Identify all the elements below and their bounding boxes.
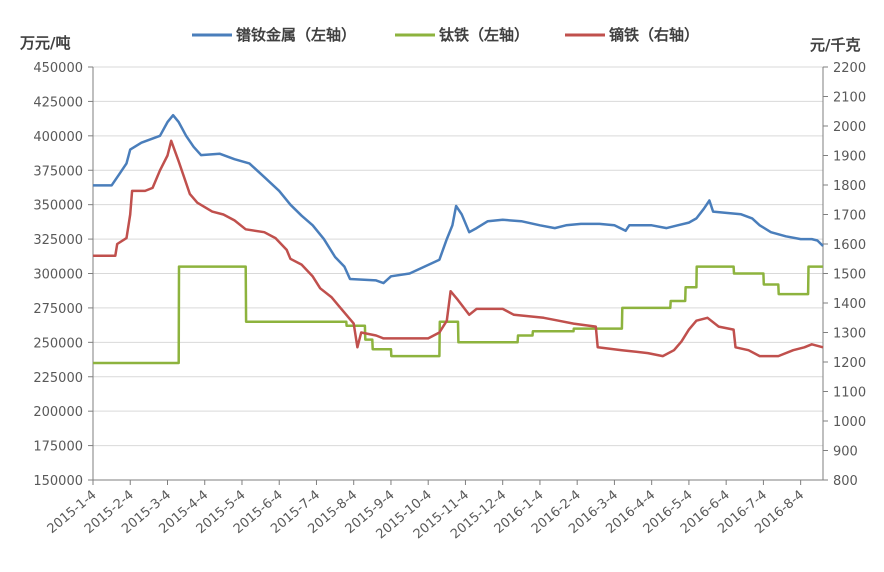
right-tick-label: 2200 — [833, 61, 866, 76]
right-axis-unit: 元/千克 — [810, 36, 860, 54]
series-line-2 — [93, 139, 824, 358]
left-tick-label: 300000 — [33, 268, 83, 283]
left-tick-label: 350000 — [33, 199, 83, 214]
right-tick-label: 1000 — [833, 415, 866, 430]
left-tick-label: 250000 — [33, 336, 83, 351]
legend-label-dy-fe: 镝铁（右轴） — [609, 26, 699, 44]
series-line-1 — [93, 265, 823, 365]
right-tick-label: 1700 — [833, 209, 866, 224]
left-tick-label: 275000 — [33, 302, 83, 317]
left-tick-label: 425000 — [33, 95, 83, 110]
right-tick-label: 800 — [833, 474, 858, 489]
right-tick-label: 1800 — [833, 179, 866, 194]
right-axis-ticks: 2200 2100 2000 1900 1800 1700 1600 1500 1400 1300… — [833, 61, 866, 489]
right-tick-label: 1500 — [833, 268, 866, 283]
right-tick-label: 1300 — [833, 327, 866, 342]
axes — [88, 66, 828, 485]
left-tick-label: 225000 — [33, 371, 83, 386]
series-lines — [93, 113, 824, 365]
right-tick-label: 1600 — [833, 238, 866, 253]
right-tick-label: 1100 — [833, 386, 866, 401]
legend-item-dy-fe: 镝铁（右轴） — [565, 26, 699, 44]
left-tick-label: 450000 — [33, 61, 83, 76]
legend: 镨钕金属（左轴） 钛铁（左轴） 镝铁（右轴） — [192, 26, 699, 44]
left-tick-label: 400000 — [33, 130, 83, 145]
left-axis-ticks: 450000 425000 400000 375000 350000 325000 3000… — [33, 61, 83, 489]
right-tick-label: 1200 — [833, 356, 866, 371]
right-tick-label: 1400 — [833, 297, 866, 312]
left-tick-label: 150000 — [33, 474, 83, 489]
right-tick-label: 2100 — [833, 91, 866, 106]
right-tick-label: 900 — [833, 445, 858, 460]
legend-item-ferro-ti: 钛铁（左轴） — [395, 26, 529, 44]
left-tick-label: 325000 — [33, 233, 83, 248]
left-tick-label: 375000 — [33, 164, 83, 179]
legend-label-pr-nd: 镨钕金属（左轴） — [236, 26, 356, 44]
right-tick-label: 1900 — [833, 150, 866, 165]
legend-label-ferro-ti: 钛铁（左轴） — [439, 26, 529, 44]
series-line-0 — [93, 113, 824, 285]
left-axis-unit: 万元/吨 — [19, 34, 70, 52]
right-tick-label: 2000 — [833, 120, 866, 135]
left-tick-label: 175000 — [33, 440, 83, 455]
legend-item-pr-nd: 镨钕金属（左轴） — [192, 26, 356, 44]
left-tick-label: 200000 — [33, 405, 83, 420]
